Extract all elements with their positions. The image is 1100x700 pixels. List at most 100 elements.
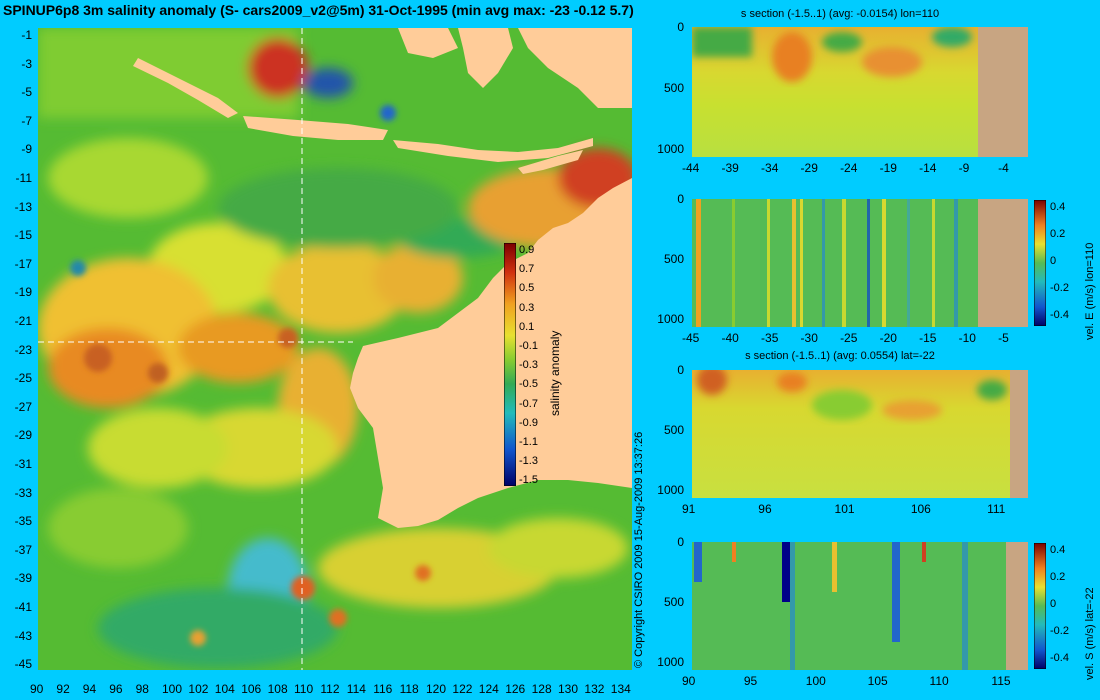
panel3-title: s section (-1.5..1) (avg: 0.0554) lat=-2… bbox=[745, 350, 935, 362]
lon-tick-label: 132 bbox=[584, 682, 605, 696]
section-x-tick-label: -19 bbox=[879, 161, 897, 175]
salinity-colorbar-tick: -0.3 bbox=[519, 359, 538, 372]
section-x-tick-label: -15 bbox=[919, 331, 937, 345]
salinity-colorbar-tick: -1.1 bbox=[519, 436, 538, 448]
depth-tick-label: 500 bbox=[663, 423, 684, 437]
section-x-tick-label: -40 bbox=[721, 331, 739, 345]
section-x-tick-label: 111 bbox=[987, 502, 1006, 516]
lat-tick-label: -45 bbox=[14, 657, 32, 672]
panel2-colorbar-label: vel. E (m/s) lon=110 bbox=[1084, 242, 1096, 340]
lon-tick-label: 112 bbox=[320, 682, 340, 696]
nusa-tenggara-land bbox=[393, 138, 593, 162]
velocity-colorbar-tick: -0.2 bbox=[1050, 625, 1069, 637]
salinity-colorbar-tick: -0.7 bbox=[519, 397, 538, 410]
salinity-colorbar-tick: 0.9 bbox=[519, 244, 535, 256]
depth-tick-label: 1000 bbox=[657, 483, 684, 497]
velocity-colorbar-tick: 0 bbox=[1050, 255, 1057, 267]
salinity-colorbar-tick: 0.3 bbox=[519, 301, 535, 314]
salinity-colorbar-tick: -1.3 bbox=[519, 455, 538, 468]
section-x-tick-label: 115 bbox=[991, 674, 1011, 688]
depth-tick-label: 500 bbox=[663, 252, 684, 266]
salinity-colorbar-tick: 0.1 bbox=[519, 320, 535, 333]
lat-tick-label: -41 bbox=[14, 600, 32, 614]
lon-tick-label: 124 bbox=[478, 682, 499, 696]
lat-tick-label: -13 bbox=[14, 199, 32, 214]
lat-tick-label: -3 bbox=[21, 56, 32, 71]
borneo-land bbox=[398, 28, 458, 58]
timor-land bbox=[518, 150, 583, 174]
section-x-tick-label: -44 bbox=[682, 161, 700, 175]
depth-tick-label: 0 bbox=[677, 535, 684, 549]
salinity-colorbar-tick: -1.5 bbox=[519, 474, 538, 487]
salinity-colorbar-tick: 0.7 bbox=[519, 263, 535, 276]
lat-tick-label: -23 bbox=[14, 342, 32, 357]
section-x-tick-label: 90 bbox=[682, 674, 696, 688]
velocity-colorbar-tick: 0.4 bbox=[1050, 201, 1066, 213]
depth-tick-label: 500 bbox=[663, 595, 684, 609]
section-x-tick-label: -39 bbox=[721, 161, 739, 175]
depth-tick-label: 1000 bbox=[657, 655, 684, 669]
lon-tick-label: 116 bbox=[373, 682, 393, 696]
panel3-section-plot[interactable] bbox=[692, 370, 1028, 498]
salinity-colorbar-tick: 0.5 bbox=[519, 282, 535, 295]
section-x-tick-label: 106 bbox=[910, 502, 931, 516]
velocity-colorbar-tick: -0.4 bbox=[1050, 652, 1069, 664]
depth-tick-label: 0 bbox=[677, 20, 684, 34]
section-x-tick-label: 96 bbox=[758, 502, 772, 516]
lat-tick-label: -19 bbox=[14, 285, 32, 300]
lon-tick-label: 102 bbox=[188, 682, 209, 696]
depth-tick-label: 1000 bbox=[657, 142, 684, 156]
section-x-tick-label: -4 bbox=[998, 161, 1009, 175]
section-x-tick-label: 91 bbox=[682, 502, 696, 516]
page-title: SPINUP6p8 3m salinity anomaly (S- cars20… bbox=[3, 2, 634, 18]
velocity-colorbar-tick: 0.2 bbox=[1050, 571, 1066, 583]
lat-tick-label: -29 bbox=[14, 428, 32, 443]
lat-tick-label: -7 bbox=[21, 113, 32, 128]
section-x-tick-label: -14 bbox=[919, 161, 937, 175]
lat-tick-label: -17 bbox=[14, 256, 32, 271]
depth-tick-label: 0 bbox=[677, 192, 684, 206]
lon-tick-label: 92 bbox=[56, 682, 70, 696]
section-x-tick-label: 110 bbox=[929, 674, 949, 688]
section-x-tick-label: -20 bbox=[879, 331, 897, 345]
lon-tick-label: 104 bbox=[214, 682, 235, 696]
section-x-tick-label: -25 bbox=[840, 331, 858, 345]
section-x-tick-label: -35 bbox=[761, 331, 779, 345]
lon-tick-label: 100 bbox=[162, 682, 183, 696]
java-land bbox=[243, 116, 388, 140]
sulawesi-land bbox=[458, 28, 513, 88]
panel4-velocity-streaks bbox=[694, 542, 968, 670]
depth-tick-label: 0 bbox=[677, 363, 684, 377]
lat-tick-label: -11 bbox=[15, 171, 32, 185]
panel2-velocity-plot[interactable] bbox=[692, 199, 1028, 327]
panel2-colorbar bbox=[1034, 200, 1046, 326]
lat-tick-label: -25 bbox=[14, 371, 32, 386]
salinity-map[interactable] bbox=[38, 28, 632, 670]
lon-tick-label: 110 bbox=[294, 682, 314, 696]
lon-tick-label: 94 bbox=[82, 682, 97, 696]
lat-tick-label: -43 bbox=[14, 628, 32, 643]
section-x-tick-label: -45 bbox=[682, 331, 700, 345]
lat-tick-label: -15 bbox=[14, 228, 32, 243]
lon-tick-label: 98 bbox=[135, 682, 149, 696]
section-x-tick-label: 95 bbox=[743, 674, 758, 688]
lat-tick-label: -9 bbox=[21, 142, 32, 157]
section-x-tick-label: -30 bbox=[800, 331, 818, 345]
lon-tick-label: 120 bbox=[426, 682, 447, 696]
lon-tick-label: 118 bbox=[399, 682, 419, 696]
lon-tick-label: 96 bbox=[109, 682, 123, 696]
velocity-colorbar-tick: 0 bbox=[1050, 598, 1057, 610]
depth-tick-label: 1000 bbox=[657, 312, 684, 326]
lon-tick-label: 90 bbox=[30, 682, 44, 696]
lon-tick-label: 130 bbox=[558, 682, 579, 696]
section-x-tick-label: -9 bbox=[958, 161, 970, 175]
lat-tick-label: -31 bbox=[14, 457, 32, 471]
salinity-colorbar-tick: -0.9 bbox=[519, 416, 538, 429]
lon-tick-label: 128 bbox=[531, 682, 552, 696]
lon-tick-label: 114 bbox=[346, 682, 366, 696]
panel4-velocity-plot[interactable] bbox=[692, 542, 1028, 670]
copyright-watermark: © Copyright CSIRO 2009 15-Aug-2009 13:37… bbox=[633, 431, 645, 668]
panel1-section-plot[interactable] bbox=[692, 27, 1028, 157]
section-x-tick-label: 101 bbox=[834, 502, 855, 516]
salinity-colorbar-tick: -0.5 bbox=[519, 378, 538, 391]
